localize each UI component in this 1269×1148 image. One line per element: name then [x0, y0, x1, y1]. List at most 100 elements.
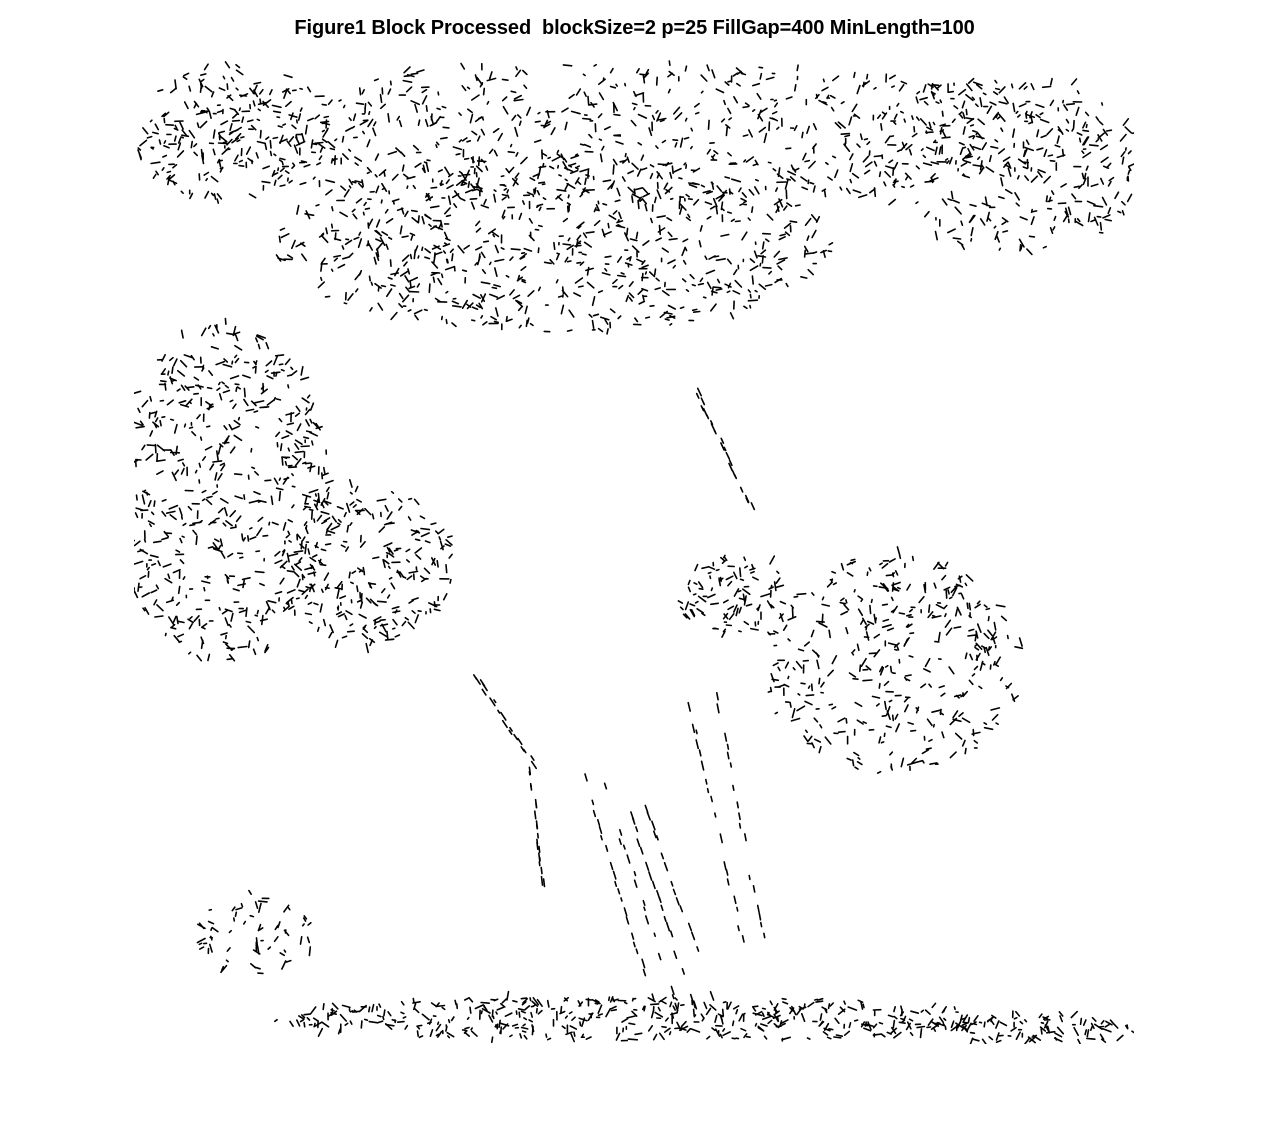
edge-stroke: [898, 1021, 906, 1025]
edge-stroke: [535, 205, 540, 209]
edge-stroke: [976, 131, 984, 140]
edge-stroke: [408, 599, 415, 604]
edge-stroke: [830, 106, 835, 112]
edge-stroke: [641, 958, 646, 969]
edge-stroke: [313, 503, 319, 511]
edge-stroke: [1036, 147, 1044, 151]
edge-stroke: [381, 231, 389, 236]
edge-stroke: [480, 1010, 483, 1015]
edge-stroke: [253, 490, 261, 496]
edge-stroke: [760, 249, 767, 255]
edge-stroke: [515, 69, 522, 78]
edge-stroke: [304, 612, 313, 616]
edge-stroke: [366, 166, 372, 173]
edge-stroke: [231, 906, 236, 912]
edge-stroke: [417, 609, 422, 613]
edge-stroke: [248, 889, 252, 896]
edge-stroke: [1030, 216, 1035, 226]
edge-stroke: [1010, 693, 1016, 703]
edge-stroke: [291, 473, 294, 477]
edge-stroke: [302, 461, 307, 465]
edge-stroke: [761, 1012, 765, 1018]
edge-stroke: [316, 142, 326, 149]
edge-stroke: [225, 959, 229, 963]
edge-stroke: [709, 303, 717, 312]
edge-stroke: [1047, 154, 1054, 157]
edge-stroke: [888, 159, 894, 164]
edge-stroke: [990, 707, 1001, 711]
edge-stroke: [960, 220, 964, 226]
edge-stroke: [371, 1003, 375, 1013]
edge-stroke: [692, 593, 697, 596]
edge-stroke: [740, 197, 747, 202]
edge-stroke: [482, 321, 488, 326]
edge-stroke: [900, 142, 908, 151]
edge-stroke: [346, 502, 351, 513]
edge-stroke: [403, 74, 411, 78]
edge-stroke: [931, 1002, 937, 1009]
edge-stroke: [172, 358, 178, 367]
edge-stroke: [336, 505, 344, 510]
edge-stroke: [1049, 99, 1055, 107]
edge-stroke: [181, 535, 185, 539]
edge-stroke: [973, 665, 979, 671]
edge-stroke: [283, 74, 293, 79]
edge-stroke: [425, 104, 428, 112]
edge-stroke: [561, 107, 569, 113]
edge-stroke: [1065, 102, 1076, 106]
edge-stroke: [880, 123, 883, 131]
edge-stroke: [581, 253, 587, 256]
edge-stroke: [224, 317, 227, 326]
edge-stroke: [919, 1028, 923, 1039]
edge-stroke: [291, 485, 296, 488]
edge-stroke: [759, 262, 762, 267]
edge-stroke: [443, 231, 449, 240]
edge-stroke: [383, 1009, 386, 1017]
edge-stroke: [218, 87, 226, 92]
edge-stroke: [663, 1027, 671, 1033]
edge-stroke: [373, 625, 377, 630]
edge-stroke: [193, 614, 200, 623]
edge-stroke: [338, 99, 342, 102]
edge-stroke: [269, 150, 273, 157]
edge-stroke: [196, 654, 203, 662]
edge-stroke: [295, 140, 306, 147]
edge-stroke: [232, 588, 240, 592]
edge-stroke: [723, 861, 727, 871]
edge-stroke: [818, 677, 821, 685]
edge-stroke: [159, 379, 167, 383]
edge-stroke: [172, 615, 177, 623]
edge-stroke: [317, 626, 320, 633]
edge-stroke: [476, 135, 481, 142]
edge-stroke: [750, 502, 756, 511]
edge-stroke: [781, 1036, 792, 1041]
edge-stroke: [180, 329, 184, 339]
edge-stroke: [800, 276, 808, 279]
edge-stroke: [218, 130, 226, 134]
edge-stroke: [709, 990, 715, 1001]
edge-stroke: [416, 69, 425, 73]
edge-stroke: [995, 656, 1002, 665]
edge-stroke: [1023, 1018, 1028, 1023]
edge-stroke: [585, 998, 593, 1001]
edge-stroke: [530, 760, 538, 770]
edge-stroke: [410, 99, 421, 106]
edge-stroke: [968, 135, 975, 139]
edge-stroke: [807, 268, 815, 276]
edge-stroke: [434, 297, 442, 303]
edge-stroke: [818, 745, 822, 754]
edge-stroke: [681, 246, 686, 257]
edge-stroke: [288, 136, 295, 143]
edge-stroke: [218, 381, 221, 386]
edge-stroke: [949, 751, 957, 759]
edge-stroke: [885, 573, 894, 577]
edge-stroke: [967, 634, 978, 637]
edge-stroke: [1003, 161, 1009, 168]
edge-stroke: [658, 224, 662, 236]
edge-stroke: [162, 563, 172, 568]
edge-stroke: [224, 573, 230, 580]
edge-stroke: [964, 582, 968, 587]
edge-stroke: [378, 526, 386, 533]
edge-stroke: [1082, 121, 1087, 129]
edge-stroke: [301, 253, 308, 262]
